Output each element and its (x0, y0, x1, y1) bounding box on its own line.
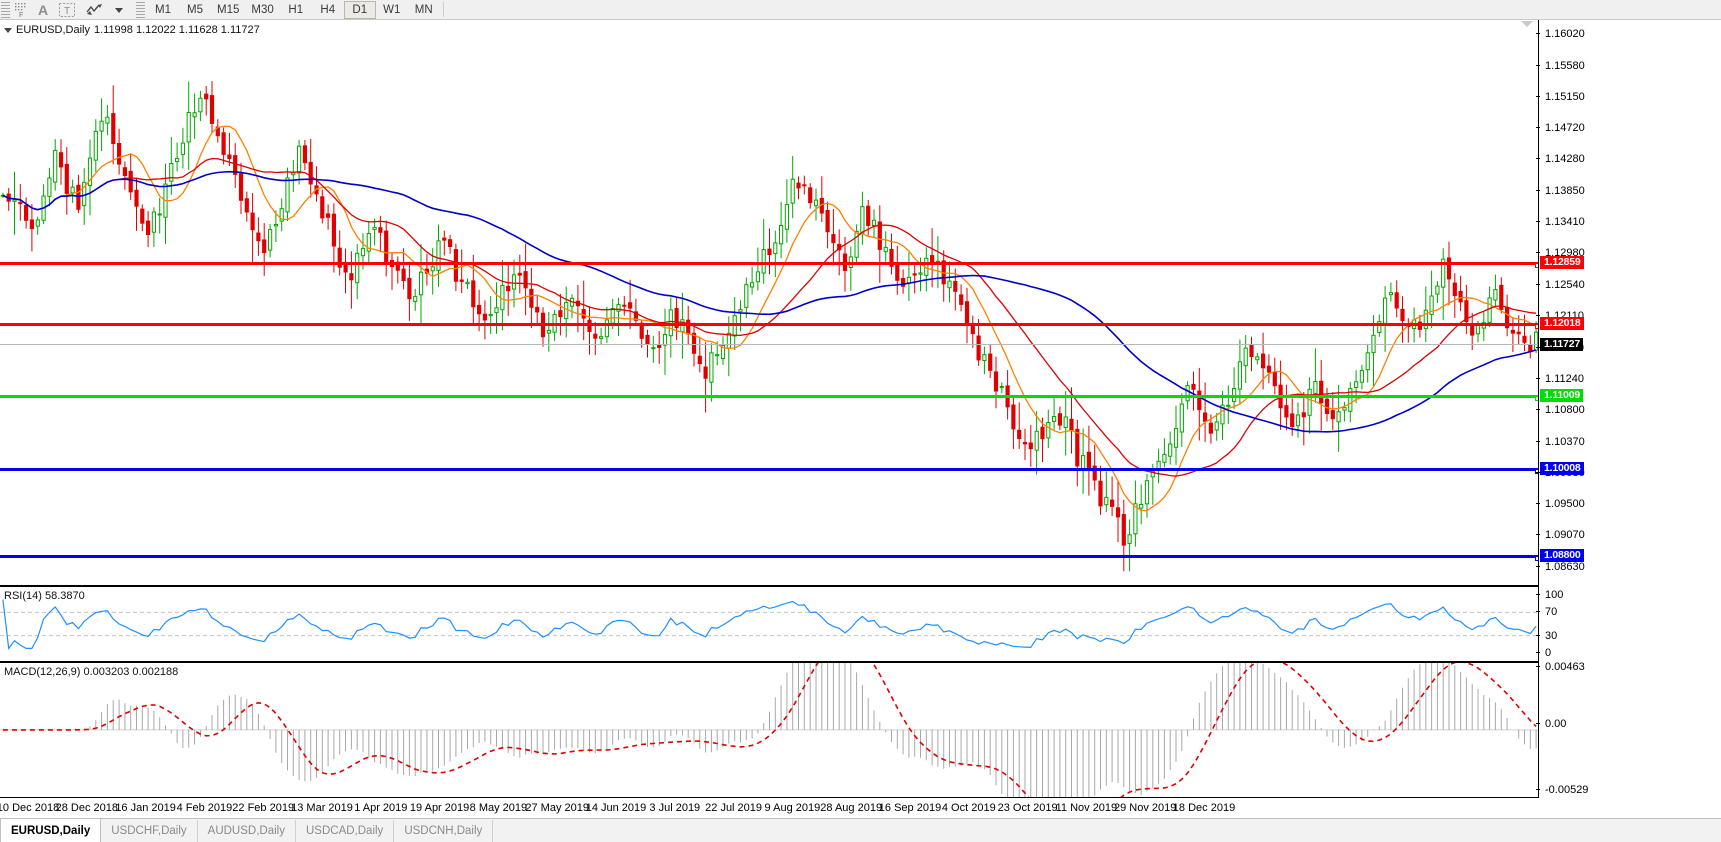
timeframe-m5[interactable]: M5 (187, 3, 203, 16)
scroll-position-marker (1521, 21, 1533, 27)
chart-ohlc-label: 1.11998 1.12022 1.11628 1.11727 (93, 24, 260, 36)
price-tick-1-12980: 1.12980 (1536, 248, 1585, 259)
crosshair-f-icon[interactable]: F (14, 2, 32, 18)
date-label-3: 4 Feb 2019 (176, 802, 233, 814)
timeframe-h4[interactable]: H4 (320, 3, 336, 16)
text-label-T-icon[interactable]: T (54, 1, 80, 19)
price-tick-1-12110: 1.12110 (1536, 311, 1584, 322)
level-line-support-green[interactable] (0, 395, 1538, 402)
price-tag-support-green[interactable]: 1.11009 (1540, 389, 1583, 403)
date-label-20: 18 Dec 2019 (1172, 802, 1236, 814)
date-label-12: 22 Jul 2019 (705, 802, 763, 814)
date-label-19: 29 Nov 2019 (1113, 802, 1177, 814)
tab-audusd-daily[interactable]: AUDUSD,Daily (198, 820, 296, 842)
price-tick-1-15150: 1.15150 (1536, 91, 1585, 102)
chart-symbol-header: EURUSD,Daily 1.11998 1.12022 1.11628 1.1… (4, 24, 260, 36)
level-line-support-blue-1[interactable] (0, 467, 1538, 474)
svg-text:F: F (19, 12, 23, 18)
tab-usdchf-daily[interactable]: USDCHF,Daily (101, 820, 198, 842)
date-label-14: 28 Aug 2019 (820, 802, 883, 814)
date-label-17: 23 Oct 2019 (997, 802, 1058, 814)
timeframe-m15[interactable]: M15 (217, 3, 240, 16)
date-label-0: 10 Dec 2018 (0, 802, 60, 814)
price-tick-1-10370: 1.10370 (1536, 436, 1585, 447)
date-label-8: 8 May 2019 (469, 802, 528, 814)
price-tag-support-blue-1[interactable]: 1.10008 (1540, 461, 1584, 475)
date-label-15: 16 Sep 2019 (878, 802, 942, 814)
timeframe-mn[interactable]: MN (414, 3, 433, 16)
price-axis[interactable]: 1.16020 1.15580 1.15150 1.14720 1.14280 1.138… (1535, 20, 1721, 798)
macd-tick-000: 0.00 (1535, 719, 1566, 730)
chart-menu-arrow-icon[interactable] (4, 27, 12, 33)
price-tick-1-15580: 1.15580 (1536, 60, 1585, 71)
chart-root: EURUSD,Daily 1.11998 1.12022 1.11628 1.1… (0, 20, 1721, 818)
chart-tab-bar: EURUSD,Daily USDCHF,Daily AUDUSD,Daily U… (0, 818, 1721, 842)
rsi-tick-100: 100 (1535, 590, 1563, 601)
price-tag-resistance-2[interactable]: 1.12018 (1540, 316, 1584, 330)
date-label-2: 16 Jan 2019 (115, 802, 176, 814)
price-pane[interactable]: EURUSD,Daily 1.11998 1.12022 1.11628 1.1… (0, 20, 1538, 582)
rsi-tick-70: 70 (1535, 607, 1557, 618)
tab-eurusd-daily[interactable]: EURUSD,Daily (0, 818, 102, 842)
main-toolbar: F A T M1 M5 M15 M30 H1 H4 D1 W1 MN (0, 0, 1721, 20)
price-tag-resistance-1[interactable]: 1.12859 (1540, 255, 1584, 269)
toolbar-separator (442, 2, 444, 17)
macd-svg (0, 663, 1538, 797)
svg-text:T: T (64, 6, 70, 17)
date-label-11: 3 Jul 2019 (649, 802, 701, 814)
macd-label: MACD(12,26,9) 0.003203 0.002188 (4, 666, 179, 678)
price-tick-1-08630: 1.08630 (1536, 562, 1585, 573)
rsi-label: RSI(14) 58.3870 (4, 590, 85, 602)
dropdown-arrow-icon[interactable] (108, 1, 130, 19)
price-tick-1-14280: 1.14280 (1536, 154, 1585, 165)
chart-plot-frame[interactable]: EURUSD,Daily 1.11998 1.12022 1.11628 1.1… (0, 20, 1539, 798)
date-label-18: 11 Nov 2019 (1055, 802, 1118, 814)
macd-tick-000529: -0.00529 (1535, 785, 1588, 796)
price-tick-1-14720: 1.14720 (1536, 122, 1585, 133)
date-label-6: 1 Apr 2019 (354, 802, 408, 814)
price-tick-1-10800: 1.10800 (1536, 405, 1585, 416)
text-A-icon[interactable]: A (37, 1, 49, 18)
date-label-9: 27 May 2019 (525, 802, 589, 814)
price-tick-1-13410: 1.13410 (1536, 217, 1585, 228)
timeframe-h1[interactable]: H1 (288, 3, 304, 16)
price-candles-svg (0, 81, 1538, 572)
date-label-7: 19 Apr 2019 (409, 802, 470, 814)
date-axis[interactable]: 10 Dec 2018 28 Dec 2018 16 Jan 2019 4 Feb 2… (0, 798, 1721, 818)
price-tag-support-blue-2[interactable]: 1.08800 (1540, 548, 1584, 562)
price-tick-1-13850: 1.13850 (1536, 185, 1585, 196)
toolbar-grip-2[interactable] (136, 1, 145, 18)
timeframe-w1[interactable]: W1 (383, 3, 401, 16)
date-label-10: 14 Jun 2019 (585, 802, 647, 814)
price-tick-1-16020: 1.16020 (1536, 29, 1585, 40)
date-label-13: 9 Aug 2019 (764, 802, 821, 814)
objects-icon[interactable] (80, 1, 108, 19)
rsi-tick-0: 0 (1535, 648, 1551, 659)
chart-symbol-label: EURUSD,Daily (16, 24, 90, 36)
date-label-16: 4 Oct 2019 (941, 802, 996, 814)
tab-usdcnh-daily[interactable]: USDCNH,Daily (394, 820, 494, 842)
date-label-5: 13 Mar 2019 (291, 802, 353, 814)
timeframe-d1[interactable]: D1 (343, 0, 376, 19)
price-tick-1-09500: 1.09500 (1536, 499, 1585, 510)
price-tick-1-09070: 1.09070 (1536, 530, 1585, 541)
date-label-4: 22 Feb 2019 (232, 802, 295, 814)
level-line-support-blue-2[interactable] (0, 554, 1538, 561)
rsi-pane[interactable]: RSI(14) 58.3870 (0, 585, 1538, 659)
toolbar-grip-1[interactable] (1, 1, 10, 18)
timeframe-m1[interactable]: M1 (155, 3, 171, 16)
level-line-current-price[interactable] (0, 343, 1538, 345)
tab-usdcad-daily[interactable]: USDCAD,Daily (296, 820, 395, 842)
price-tick-1-11240: 1.11240 (1536, 373, 1584, 384)
rsi-svg (0, 599, 1538, 650)
price-tag-current-price[interactable]: 1.11727 (1540, 337, 1583, 351)
timeframe-m30[interactable]: M30 (251, 3, 274, 16)
macd-pane[interactable]: MACD(12,26,9) 0.003203 0.002188 (0, 661, 1538, 797)
rsi-tick-30: 30 (1535, 630, 1557, 641)
level-line-resistance-2[interactable] (0, 322, 1538, 329)
date-label-1: 28 Dec 2018 (55, 802, 118, 814)
macd-tick-000463: 0.00463 (1536, 662, 1585, 673)
price-tick-1-12540: 1.12540 (1536, 279, 1585, 290)
level-line-resistance-1[interactable] (0, 261, 1538, 268)
